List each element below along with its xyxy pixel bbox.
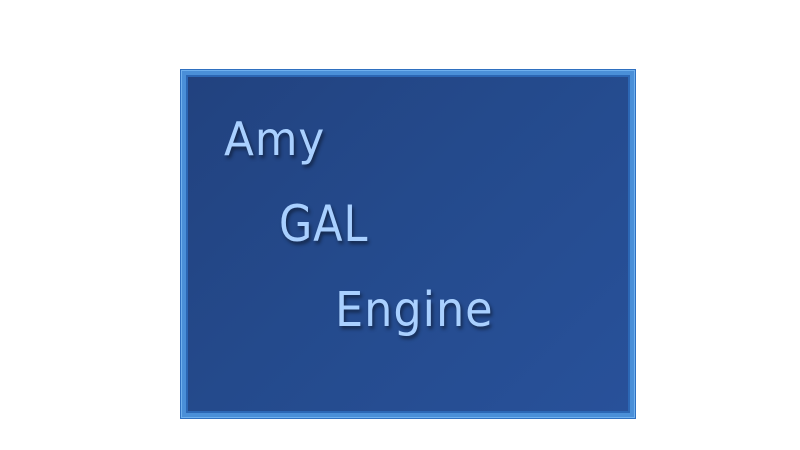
logo-word-engine: Engine: [335, 282, 494, 338]
logo-frame: Amy GAL Engine: [180, 69, 636, 419]
logo-word-amy: Amy: [224, 112, 326, 166]
logo-word-gal: GAL: [279, 195, 369, 253]
logo-panel: Amy GAL Engine: [186, 75, 630, 413]
